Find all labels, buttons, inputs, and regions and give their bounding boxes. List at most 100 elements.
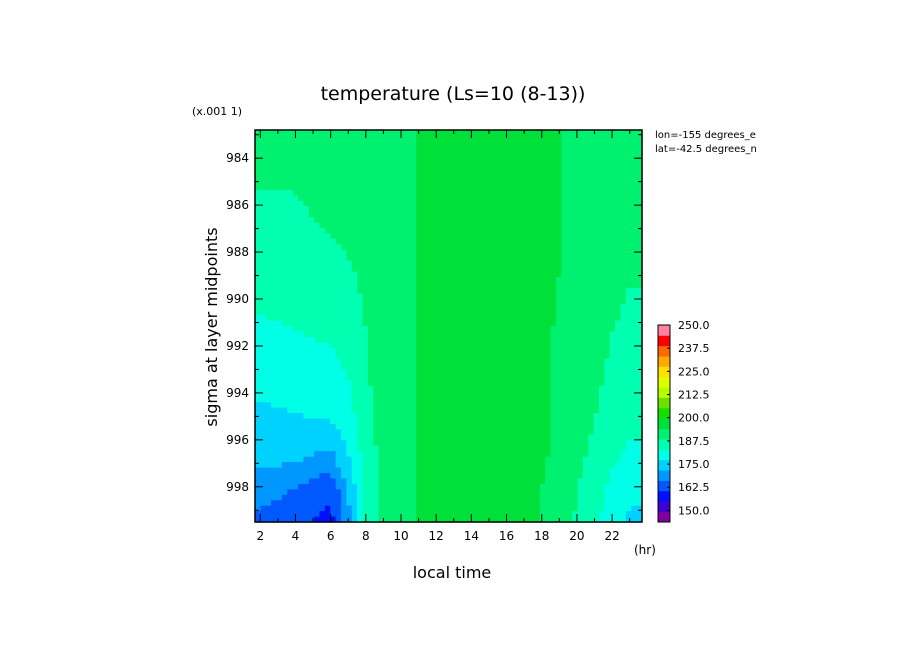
heatmap-cell [373,396,380,403]
heatmap-cell [260,293,267,300]
heatmap-cell [255,140,261,147]
heatmap-cell [561,140,568,147]
heatmap-cell [599,478,605,485]
heatmap-cell [357,244,364,251]
heatmap-cell [561,402,568,409]
heatmap-cell [357,353,364,360]
heatmap-cell [588,347,595,354]
heatmap-cell [588,162,595,169]
heatmap-cell [314,434,321,441]
heatmap-cell [631,385,638,392]
heatmap-cell [298,179,304,186]
heatmap-cell [405,184,412,191]
heatmap-cell [464,342,471,349]
heatmap-cell [577,206,584,213]
heatmap-cell [475,336,482,343]
heatmap-cell [287,249,294,256]
heatmap-cell [496,298,503,305]
heatmap-cell [292,244,299,251]
heatmap-cell [319,217,326,224]
heatmap-cell [443,309,450,316]
heatmap-cell [464,217,471,224]
heatmap-cell [475,195,482,202]
heatmap-cell [373,255,380,262]
heatmap-cell [539,260,546,267]
heatmap-cell [378,434,385,441]
heatmap-cell [486,309,493,316]
heatmap-cell [470,380,476,387]
heatmap-cell [539,500,546,507]
heatmap-cell [421,364,428,371]
heatmap-cell [631,413,638,420]
heatmap-cell [324,249,331,256]
heatmap-cell [470,347,476,354]
heatmap-cell [636,353,643,360]
heatmap-cell [421,140,428,147]
heatmap-cell [459,434,466,441]
heatmap-cell [421,184,428,191]
heatmap-cell [523,130,530,137]
heatmap-cell [292,358,299,365]
heatmap-cell [341,347,347,354]
heatmap-cell [448,271,455,278]
heatmap-cell [378,228,385,235]
heatmap-cell [437,140,444,147]
heatmap-cell [292,211,299,218]
heatmap-cell [271,364,278,371]
heatmap-cell [631,206,638,213]
heatmap-cell [308,336,315,343]
heatmap-cell [335,260,342,267]
heatmap-cell [609,467,616,474]
heatmap-cell [572,206,579,213]
heatmap-cell [308,189,315,196]
heatmap-cell [314,287,321,294]
heatmap-cell [410,298,417,305]
heatmap-cell [464,445,471,452]
heatmap-cell [308,462,315,469]
heatmap-cell [566,228,573,235]
heatmap-cell [464,375,471,382]
heatmap-cell [572,424,579,431]
heatmap-cell [599,424,605,431]
heatmap-cell [394,342,401,349]
heatmap-cell [330,277,337,284]
heatmap-cell [271,298,278,305]
heatmap-cell [470,369,476,376]
heatmap-cell [599,168,605,175]
heatmap-cell [518,407,525,414]
heatmap-cell [384,162,390,169]
heatmap-cell [453,358,460,365]
heatmap-cell [582,429,589,436]
heatmap-cell [556,135,562,142]
heatmap-cell [319,287,326,294]
heatmap-cell [459,233,466,240]
heatmap-cell [599,140,605,147]
heatmap-cell [599,402,605,409]
heatmap-cell [341,162,347,169]
heatmap-cell [324,298,331,305]
heatmap-cell [620,440,627,447]
heatmap-cell [599,146,605,153]
heatmap-cell [502,462,509,469]
heatmap-cell [502,309,509,316]
heatmap-cell [384,489,390,496]
heatmap-cell [577,222,584,229]
heatmap-cell [486,266,493,273]
heatmap-cell [577,353,584,360]
heatmap-cell [534,184,541,191]
heatmap-cell [593,456,600,463]
heatmap-cell [260,342,267,349]
heatmap-cell [437,211,444,218]
heatmap-cell [314,467,321,474]
heatmap-cell [341,179,347,186]
heatmap-cell [362,140,369,147]
heatmap-cell [625,282,632,289]
heatmap-cell [432,282,439,289]
heatmap-cell [588,467,595,474]
heatmap-cell [276,320,283,327]
heatmap-cell [486,358,493,365]
heatmap-cell [405,473,412,480]
heatmap-cell [539,233,546,240]
heatmap-cell [523,494,530,501]
